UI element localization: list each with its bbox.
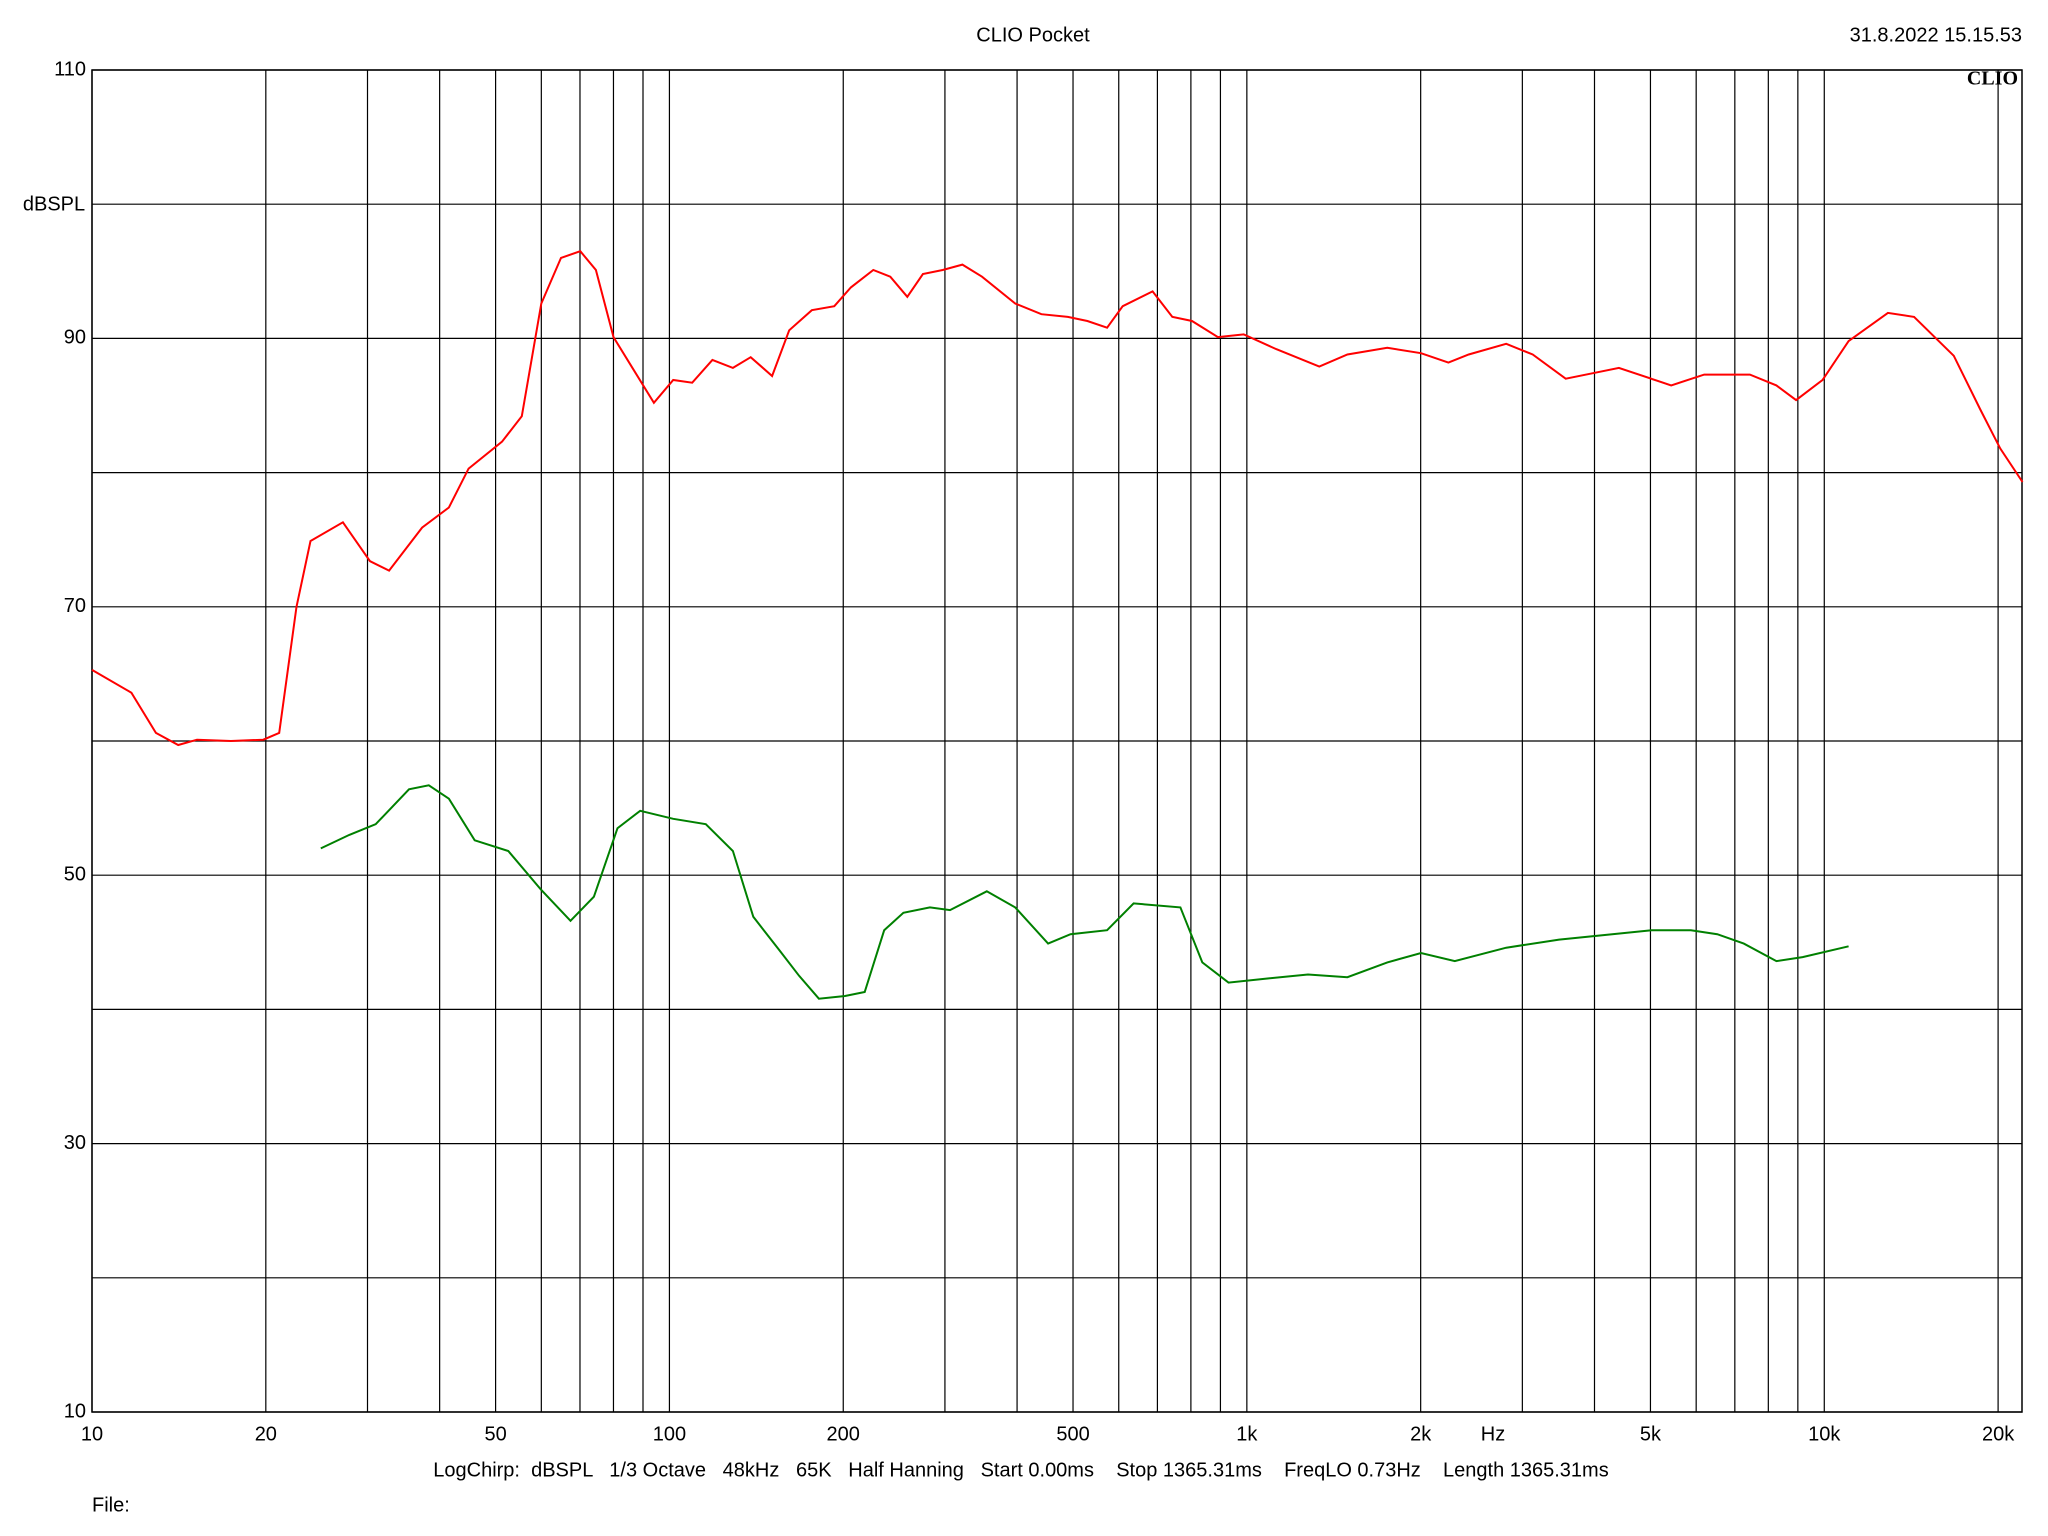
- footer: LogChirp: dBSPL 1/3 Octave 48kHz 65K Hal…: [433, 1459, 1608, 1481]
- x-tick-label: 5k: [1640, 1423, 1662, 1445]
- x-tick-label: 10k: [1808, 1423, 1841, 1445]
- x-tick-label: 20: [255, 1423, 277, 1445]
- x-tick-label: 100: [653, 1423, 686, 1445]
- y-tick-label: 70: [64, 595, 86, 617]
- plot-frame: [91, 69, 2023, 1413]
- y-tick-label: 90: [64, 327, 86, 349]
- chart-title: CLIO Pocket: [976, 24, 1090, 46]
- x-tick-label: 2k: [1410, 1423, 1432, 1445]
- x-tick-label: 50: [484, 1423, 506, 1445]
- y-tick-label: 50: [64, 863, 86, 885]
- x-tick-label: 10: [81, 1423, 103, 1445]
- data-line: [91, 250, 2024, 747]
- x-tick-label: 1k: [1236, 1423, 1258, 1445]
- data-line: [320, 784, 1849, 1000]
- x-tick-label: 500: [1056, 1423, 1089, 1445]
- x-tick-label: 200: [827, 1423, 860, 1445]
- y-axis-label: dBSPL: [23, 193, 85, 215]
- timestamp: 31.8.2022 15.15.53: [1850, 24, 2022, 46]
- logo: CLIO: [1967, 68, 2018, 90]
- y-tick-label: 10: [64, 1400, 86, 1422]
- x-tick-label: 20k: [1982, 1423, 2015, 1445]
- y-tick-label: 110: [54, 58, 86, 80]
- y-tick-label: 30: [64, 1132, 86, 1154]
- x-axis-label: Hz: [1481, 1423, 1505, 1445]
- file-label: File:: [92, 1494, 130, 1516]
